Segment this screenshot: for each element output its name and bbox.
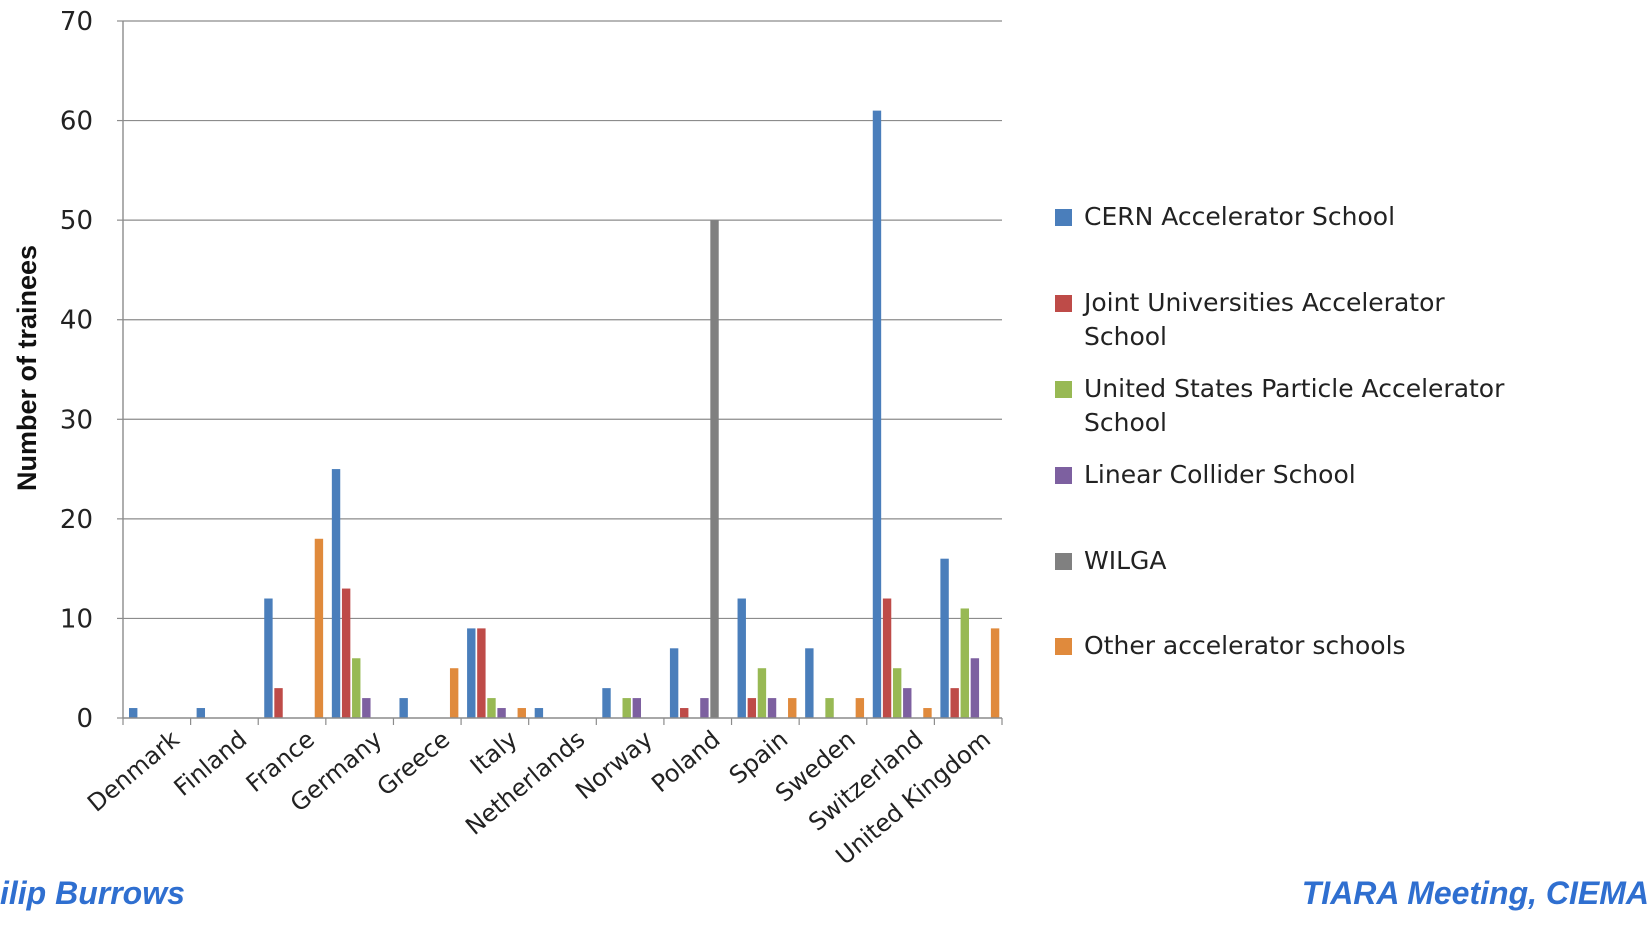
legend-swatch <box>1055 381 1072 398</box>
y-tick-label: 10 <box>60 604 93 634</box>
legend-swatch <box>1055 638 1072 655</box>
bar-linear-collider-school-united-kingdom <box>970 658 980 718</box>
y-tick-label: 60 <box>60 107 93 137</box>
legend-item-cern: CERN Accelerator School <box>1055 200 1595 234</box>
bar-linear-collider-school-germany <box>362 698 371 718</box>
bar-joint-universities-accelerator-school-spain <box>747 698 757 718</box>
bar-linear-collider-school-norway <box>632 698 642 718</box>
legend-swatch <box>1055 295 1072 312</box>
bar-joint-universities-accelerator-school-poland <box>680 708 689 718</box>
bar-joint-universities-accelerator-school-united-kingdom <box>950 688 959 718</box>
y-axis-label: Number of trainees <box>12 245 42 491</box>
bar-cern-accelerator-school-spain <box>737 598 746 718</box>
x-tick-label: Italy <box>465 725 523 780</box>
bar-united-states-particle-accelerator-school-switzerland <box>892 668 902 718</box>
bar-cern-accelerator-school-denmark <box>129 708 138 718</box>
bar-united-states-particle-accelerator-school-italy <box>487 698 496 718</box>
legend-label: Joint Universities Accelerator School <box>1084 288 1445 351</box>
bar-other-accelerator-schools-spain <box>788 698 797 718</box>
bar-other-accelerator-schools-switzerland <box>923 708 932 718</box>
y-tick-label: 30 <box>60 405 93 435</box>
legend-label: Other accelerator schools <box>1084 631 1406 660</box>
bar-joint-universities-accelerator-school-france <box>274 688 283 718</box>
bar-cern-accelerator-school-sweden <box>805 648 814 718</box>
legend-swatch <box>1055 467 1072 484</box>
bar-other-accelerator-schools-sweden <box>855 698 865 718</box>
bar-linear-collider-school-italy <box>497 708 506 718</box>
bar-other-accelerator-schools-united-kingdom <box>990 628 1000 718</box>
x-tick-label: Norway <box>570 725 658 805</box>
y-tick-label: 40 <box>60 306 93 336</box>
legend-item-lcs: Linear Collider School <box>1055 458 1595 492</box>
bar-cern-accelerator-school-france <box>264 598 273 718</box>
legend-item-jas: Joint Universities Accelerator School <box>1055 286 1595 354</box>
x-tick-label: Denmark <box>82 725 185 817</box>
bar-other-accelerator-schools-italy <box>517 708 526 718</box>
legend-label: CERN Accelerator School <box>1084 202 1396 231</box>
gridlines <box>123 20 1002 620</box>
x-tick-label: Poland <box>646 725 725 798</box>
footer-author: ilip Burrows <box>0 875 185 911</box>
bar-united-states-particle-accelerator-school-germany <box>352 658 361 718</box>
bar-other-accelerator-schools-greece <box>449 668 459 718</box>
legend-item-uspas: United States Particle Accelerator Schoo… <box>1055 372 1595 440</box>
bar-cern-accelerator-school-united-kingdom <box>940 558 949 718</box>
legend-swatch <box>1055 553 1072 570</box>
legend-item-wilga: WILGA <box>1055 544 1595 578</box>
legend-item-other: Other accelerator schools <box>1055 629 1595 663</box>
bar-united-states-particle-accelerator-school-united-kingdom <box>960 608 969 718</box>
bar-united-states-particle-accelerator-school-norway <box>622 698 631 718</box>
bars <box>129 110 1000 719</box>
legend-swatch <box>1055 209 1072 226</box>
bar-cern-accelerator-school-poland <box>669 648 679 718</box>
y-tick-label: 20 <box>60 505 93 535</box>
bar-linear-collider-school-spain <box>767 698 777 718</box>
bar-cern-accelerator-school-italy <box>467 628 476 718</box>
legend-label: Linear Collider School <box>1084 460 1356 489</box>
legend-label: United States Particle Accelerator Schoo… <box>1084 374 1505 437</box>
legend-label: WILGA <box>1084 546 1167 575</box>
axes <box>122 21 1003 725</box>
bar-cern-accelerator-school-greece <box>399 698 408 718</box>
bar-cern-accelerator-school-netherlands <box>534 708 544 718</box>
bar-linear-collider-school-poland <box>700 698 709 718</box>
bar-cern-accelerator-school-germany <box>331 469 341 718</box>
bar-wilga-poland <box>710 220 719 718</box>
x-tick-label: Finland <box>169 725 253 802</box>
bar-linear-collider-school-switzerland <box>903 688 912 718</box>
bar-united-states-particle-accelerator-school-sweden <box>825 698 834 718</box>
y-tick-label: 50 <box>60 206 93 236</box>
bar-joint-universities-accelerator-school-italy <box>477 628 486 718</box>
y-axis-ticks: 0 10 20 30 40 50 60 70 <box>60 7 123 734</box>
footer-meeting: TIARA Meeting, CIEMA <box>1301 875 1649 911</box>
bar-joint-universities-accelerator-school-switzerland <box>882 598 892 718</box>
y-tick-label: 70 <box>60 7 93 37</box>
x-tick-label: Greece <box>372 725 455 801</box>
y-tick-label: 0 <box>76 704 93 734</box>
bar-cern-accelerator-school-norway <box>602 688 611 718</box>
bar-joint-universities-accelerator-school-germany <box>341 588 351 718</box>
bar-cern-accelerator-school-switzerland <box>872 110 882 719</box>
bar-united-states-particle-accelerator-school-spain <box>757 668 767 718</box>
bar-cern-accelerator-school-finland <box>196 708 206 718</box>
bar-other-accelerator-schools-france <box>314 538 324 718</box>
